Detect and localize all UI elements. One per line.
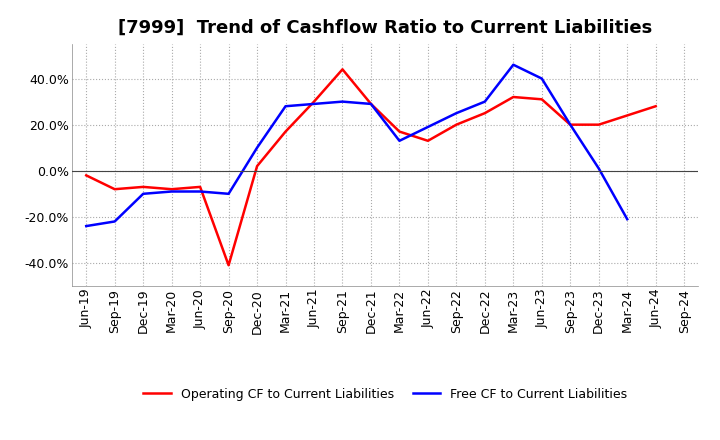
Free CF to Current Liabilities bbox=[509, 62, 518, 67]
Free CF to Current Liabilities bbox=[225, 191, 233, 196]
Free CF to Current Liabilities bbox=[282, 103, 290, 109]
Operating CF to Current Liabilities bbox=[423, 138, 432, 143]
Operating CF to Current Liabilities bbox=[509, 94, 518, 99]
Free CF to Current Liabilities bbox=[480, 99, 489, 104]
Operating CF to Current Liabilities bbox=[652, 103, 660, 109]
Free CF to Current Liabilities bbox=[110, 219, 119, 224]
Operating CF to Current Liabilities bbox=[338, 67, 347, 72]
Free CF to Current Liabilities bbox=[338, 99, 347, 104]
Line: Operating CF to Current Liabilities: Operating CF to Current Liabilities bbox=[86, 70, 656, 265]
Free CF to Current Liabilities bbox=[537, 76, 546, 81]
Operating CF to Current Liabilities bbox=[82, 173, 91, 178]
Free CF to Current Liabilities bbox=[366, 101, 375, 106]
Free CF to Current Liabilities bbox=[623, 216, 631, 222]
Operating CF to Current Liabilities bbox=[623, 113, 631, 118]
Operating CF to Current Liabilities bbox=[282, 129, 290, 134]
Operating CF to Current Liabilities bbox=[595, 122, 603, 127]
Free CF to Current Liabilities bbox=[423, 125, 432, 130]
Operating CF to Current Liabilities bbox=[452, 122, 461, 127]
Operating CF to Current Liabilities bbox=[395, 129, 404, 134]
Line: Free CF to Current Liabilities: Free CF to Current Liabilities bbox=[86, 65, 627, 226]
Free CF to Current Liabilities bbox=[310, 101, 318, 106]
Free CF to Current Liabilities bbox=[452, 110, 461, 116]
Operating CF to Current Liabilities bbox=[167, 187, 176, 192]
Free CF to Current Liabilities bbox=[595, 166, 603, 171]
Legend: Operating CF to Current Liabilities, Free CF to Current Liabilities: Operating CF to Current Liabilities, Fre… bbox=[138, 383, 632, 406]
Free CF to Current Liabilities bbox=[139, 191, 148, 196]
Free CF to Current Liabilities bbox=[566, 122, 575, 127]
Operating CF to Current Liabilities bbox=[110, 187, 119, 192]
Free CF to Current Liabilities bbox=[395, 138, 404, 143]
Operating CF to Current Liabilities bbox=[566, 122, 575, 127]
Free CF to Current Liabilities bbox=[196, 189, 204, 194]
Operating CF to Current Liabilities bbox=[366, 101, 375, 106]
Operating CF to Current Liabilities bbox=[225, 263, 233, 268]
Free CF to Current Liabilities bbox=[253, 145, 261, 150]
Title: [7999]  Trend of Cashflow Ratio to Current Liabilities: [7999] Trend of Cashflow Ratio to Curren… bbox=[118, 19, 652, 37]
Operating CF to Current Liabilities bbox=[310, 99, 318, 104]
Operating CF to Current Liabilities bbox=[253, 164, 261, 169]
Operating CF to Current Liabilities bbox=[196, 184, 204, 190]
Free CF to Current Liabilities bbox=[167, 189, 176, 194]
Free CF to Current Liabilities bbox=[82, 224, 91, 229]
Operating CF to Current Liabilities bbox=[139, 184, 148, 190]
Operating CF to Current Liabilities bbox=[480, 110, 489, 116]
Operating CF to Current Liabilities bbox=[537, 97, 546, 102]
